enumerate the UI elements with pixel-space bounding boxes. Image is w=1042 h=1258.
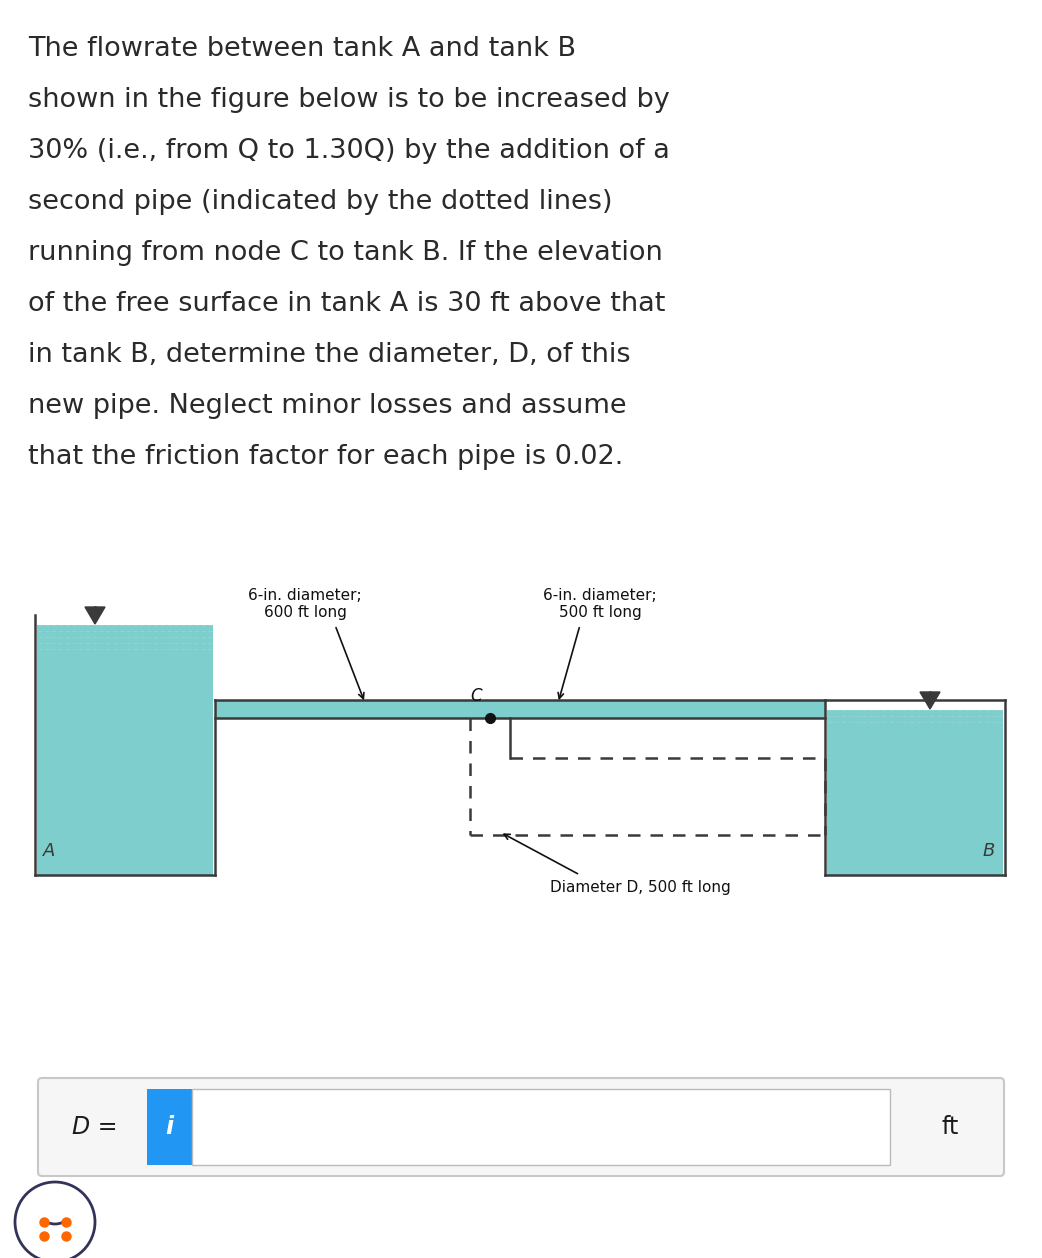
Text: in tank B, determine the diameter, D, of this: in tank B, determine the diameter, D, of… xyxy=(28,342,630,369)
Text: C: C xyxy=(470,687,482,704)
Bar xyxy=(147,1089,192,1165)
Polygon shape xyxy=(920,692,940,710)
Bar xyxy=(827,710,1003,876)
Text: D =: D = xyxy=(72,1115,118,1138)
Text: 6-in. diameter;
500 ft long: 6-in. diameter; 500 ft long xyxy=(543,587,656,620)
Text: The flowrate between tank A and tank B: The flowrate between tank A and tank B xyxy=(28,36,576,62)
Bar xyxy=(215,699,825,718)
Text: second pipe (indicated by the dotted lines): second pipe (indicated by the dotted lin… xyxy=(28,189,613,215)
Bar xyxy=(192,1089,890,1165)
Text: 6-in. diameter;
600 ft long: 6-in. diameter; 600 ft long xyxy=(248,587,362,620)
Circle shape xyxy=(15,1183,95,1258)
Text: 30% (i.e., from Q to 1.30Q) by the addition of a: 30% (i.e., from Q to 1.30Q) by the addit… xyxy=(28,138,670,164)
Text: B: B xyxy=(983,842,995,860)
Text: running from node C to tank B. If the elevation: running from node C to tank B. If the el… xyxy=(28,240,663,265)
Text: A: A xyxy=(43,842,55,860)
Text: shown in the figure below is to be increased by: shown in the figure below is to be incre… xyxy=(28,87,670,113)
Text: ft: ft xyxy=(941,1115,959,1138)
Text: that the friction factor for each pipe is 0.02.: that the friction factor for each pipe i… xyxy=(28,444,623,470)
FancyBboxPatch shape xyxy=(38,1078,1004,1176)
Text: new pipe. Neglect minor losses and assume: new pipe. Neglect minor losses and assum… xyxy=(28,392,626,419)
Bar xyxy=(38,625,213,876)
Polygon shape xyxy=(85,608,105,624)
Text: Diameter D, 500 ft long: Diameter D, 500 ft long xyxy=(549,881,730,894)
Text: i: i xyxy=(166,1115,174,1138)
Text: of the free surface in tank A is 30 ft above that: of the free surface in tank A is 30 ft a… xyxy=(28,291,666,317)
